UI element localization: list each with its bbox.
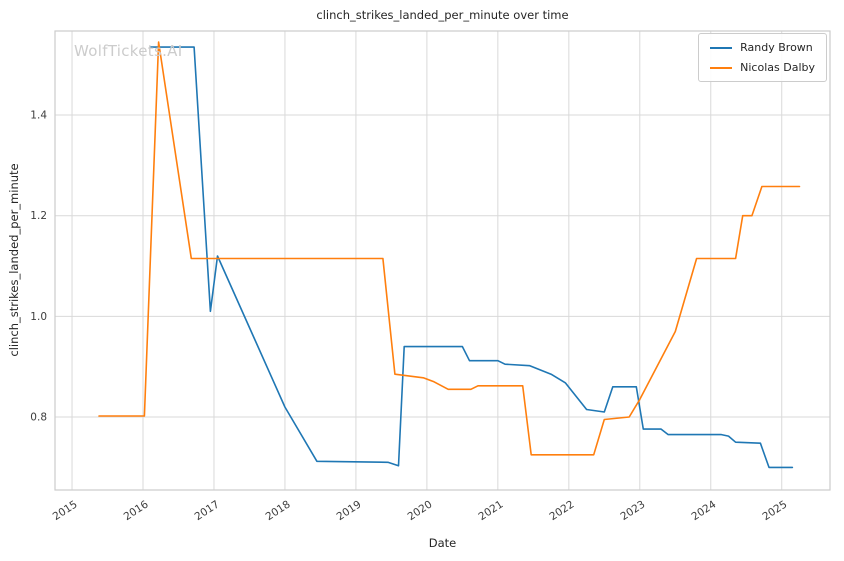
y-tick-label: 1.0 <box>30 311 47 323</box>
y-tick-label: 1.2 <box>30 210 47 222</box>
chart-title: clinch_strikes_landed_per_minute over ti… <box>316 8 569 22</box>
x-tick-label: 2018 <box>264 498 293 523</box>
y-tick-label: 0.8 <box>30 412 47 424</box>
legend: Randy Brown Nicolas Dalby <box>698 33 827 82</box>
x-tick-label: 2024 <box>689 498 718 523</box>
plot-frame <box>54 30 831 491</box>
x-tick-label: 2019 <box>335 498 364 523</box>
x-axis-label: Date <box>428 536 457 550</box>
x-tick-label: 2021 <box>477 498 506 523</box>
x-tick-label: 2025 <box>760 498 789 523</box>
x-tick-label: 2023 <box>618 498 647 523</box>
legend-line-icon <box>710 66 733 69</box>
series-line-nicolas-dalby <box>98 41 801 456</box>
watermark: WolfTickets.AI <box>74 42 183 60</box>
legend-label: Randy Brown <box>740 41 813 54</box>
legend-entry: Randy Brown <box>710 41 815 54</box>
y-axis-label: clinch_strikes_landed_per_minute <box>7 163 21 357</box>
x-tick-label: 2020 <box>406 498 435 523</box>
series-line-randy-brown <box>149 46 794 469</box>
y-tick-label: 1.4 <box>30 110 47 122</box>
x-tick-label: 2022 <box>548 498 577 523</box>
legend-entry: Nicolas Dalby <box>710 61 815 74</box>
legend-line-icon <box>710 46 733 49</box>
x-tick-label: 2016 <box>122 498 151 523</box>
x-tick-label: 2017 <box>193 498 222 523</box>
legend-label: Nicolas Dalby <box>740 61 815 74</box>
x-tick-label: 2015 <box>51 498 80 523</box>
